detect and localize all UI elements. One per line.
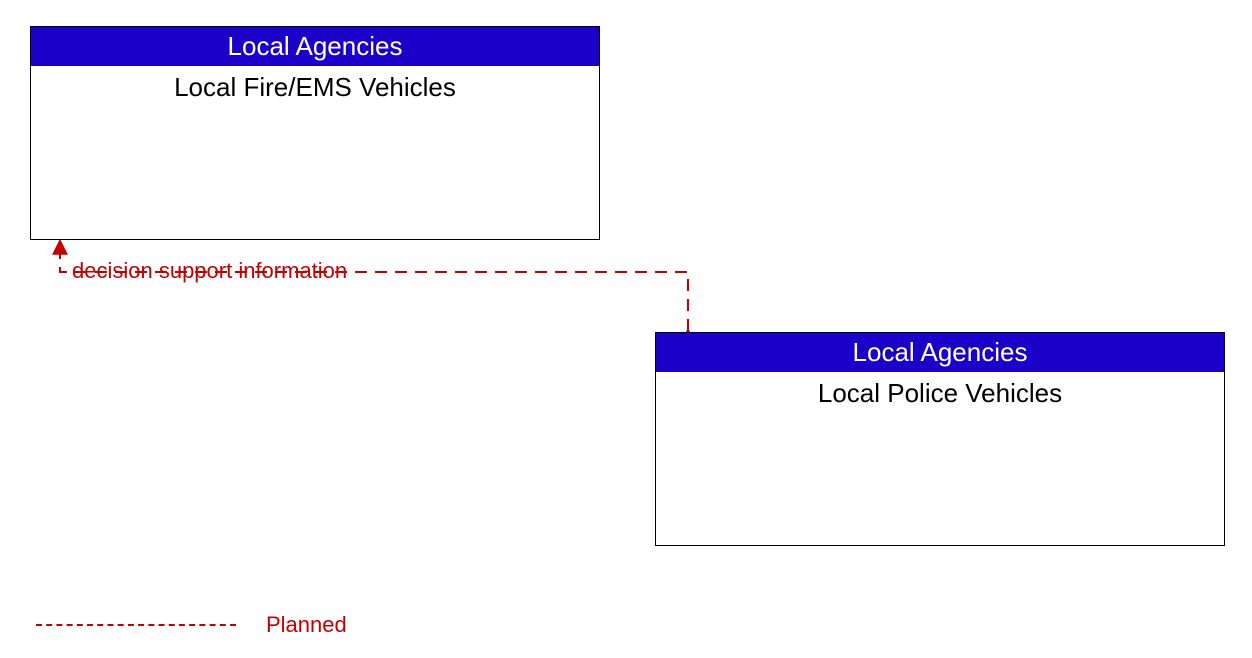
node-police-header: Local Agencies [656,333,1224,372]
legend-label-planned: Planned [266,612,347,638]
node-fire-ems: Local Agencies Local Fire/EMS Vehicles [30,26,600,240]
node-fire-ems-header: Local Agencies [31,27,599,66]
node-police-body: Local Police Vehicles [656,372,1224,409]
legend: Planned [36,612,347,638]
edge-decision-support [60,242,688,331]
node-fire-ems-body: Local Fire/EMS Vehicles [31,66,599,103]
edge-label-decision-support: decision support information [72,258,347,284]
legend-line-planned [36,624,236,626]
node-police: Local Agencies Local Police Vehicles [655,332,1225,546]
